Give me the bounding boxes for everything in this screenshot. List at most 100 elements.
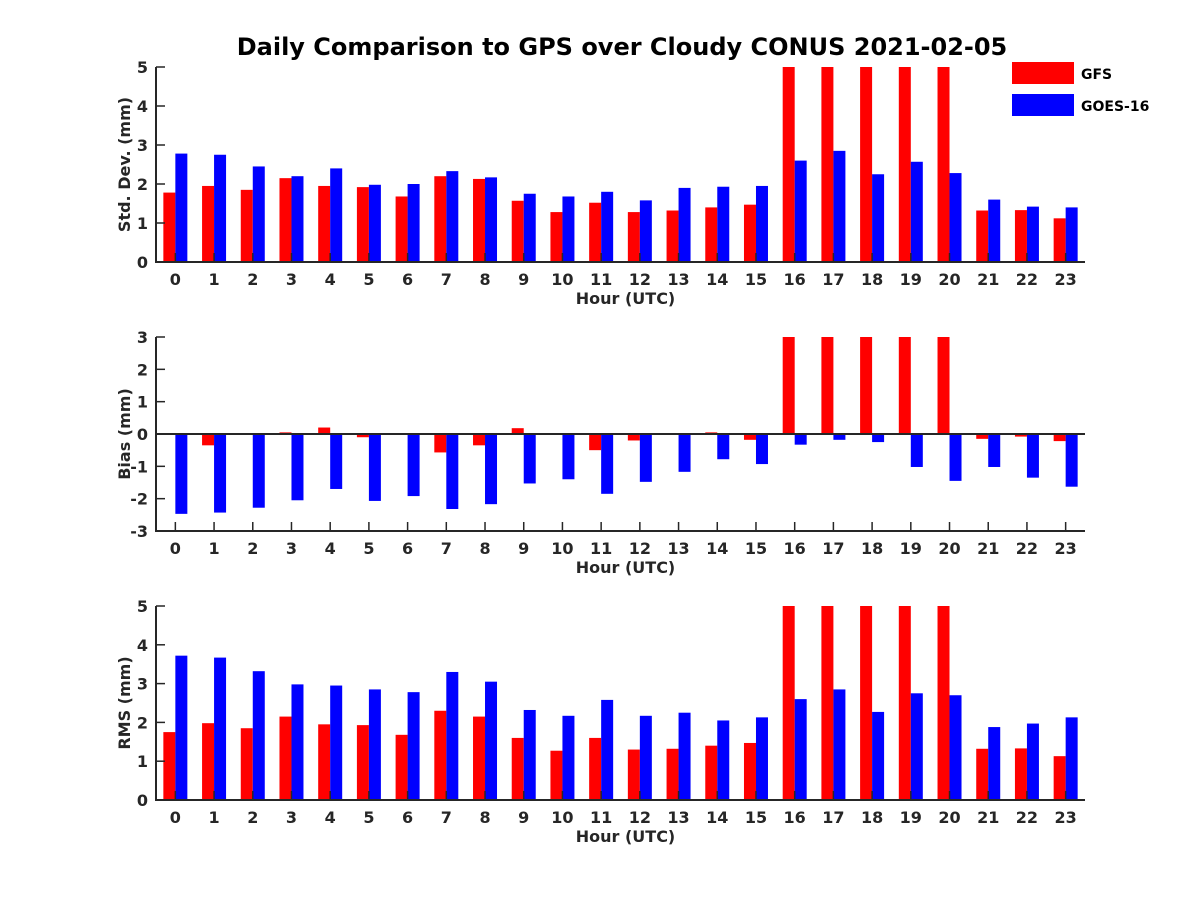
x-tick-label: 17 [822,270,844,289]
bar-gfs-23 [1053,434,1066,442]
bar-gfs-4 [318,185,331,262]
x-tick-label: 23 [1055,539,1077,558]
x-tick-label: 1 [208,270,219,289]
bar-gfs-18 [860,337,873,434]
y-tick-label: 0 [137,791,148,810]
x-tick-label: 14 [706,808,728,827]
bar-gfs-14 [705,207,718,262]
bar-goes-16-1 [214,657,227,800]
x-tick-label: 7 [441,270,452,289]
x-tick-label: 13 [667,270,689,289]
x-tick-label: 22 [1016,808,1038,827]
bar-gfs-20 [937,337,950,434]
bar-gfs-7 [434,434,447,453]
x-tick-label: 19 [900,270,922,289]
bar-goes-16-2 [252,671,265,800]
bar-goes-16-14 [717,720,730,800]
bar-gfs-13 [666,748,679,800]
x-tick-label: 23 [1055,808,1077,827]
x-tick-label: 4 [325,808,336,827]
x-tick-label: 16 [784,539,806,558]
bar-goes-16-4 [330,168,343,262]
y-tick-label: -1 [130,457,148,476]
bar-gfs-1 [202,185,215,262]
x-tick-label: 22 [1016,270,1038,289]
x-tick-label: 16 [784,270,806,289]
bar-goes-16-5 [368,689,381,800]
x-tick-label: 18 [861,270,883,289]
bar-gfs-12 [627,434,640,441]
x-tick-label: 14 [706,270,728,289]
x-tick-label: 20 [938,808,960,827]
bar-gfs-7 [434,710,447,800]
bar-gfs-21 [976,434,989,439]
bar-goes-16-23 [1065,207,1078,262]
x-tick-label: 5 [363,808,374,827]
bar-goes-16-15 [755,434,768,465]
bar-gfs-15 [743,742,756,800]
bar-goes-16-16 [794,160,807,262]
bar-gfs-9 [511,428,524,434]
legend-label: GOES-16 [1081,99,1149,115]
bar-gfs-21 [976,748,989,800]
y-tick-label: 5 [137,58,148,77]
x-tick-label: 0 [170,539,181,558]
bar-goes-16-19 [910,693,923,800]
bar-gfs-3 [279,178,292,262]
y-tick-label: 4 [137,97,148,116]
y-tick-label: -3 [130,522,148,541]
bar-gfs-11 [589,202,602,262]
bar-goes-16-3 [291,176,304,262]
x-tick-label: 23 [1055,270,1077,289]
bar-gfs-16 [782,337,795,434]
bar-gfs-19 [898,337,911,434]
bar-gfs-22 [1014,434,1027,437]
bar-goes-16-19 [910,161,923,262]
x-axis-label: Hour (UTC) [576,827,676,846]
x-tick-label: 10 [551,539,573,558]
bar-goes-16-1 [214,434,227,513]
bar-gfs-22 [1014,210,1027,262]
y-tick-label: 3 [137,328,148,347]
bar-gfs-20 [937,606,950,800]
x-tick-label: 8 [479,808,490,827]
bar-gfs-16 [782,67,795,262]
bar-goes-16-9 [523,193,536,262]
bar-goes-16-17 [833,689,846,800]
x-tick-label: 2 [247,270,258,289]
bar-gfs-17 [821,337,834,434]
x-tick-label: 12 [629,270,651,289]
x-tick-label: 3 [286,270,297,289]
x-tick-label: 0 [170,808,181,827]
legend: GFS GOES-16 [1012,62,1149,116]
bar-goes-16-8 [485,434,498,505]
bar-goes-16-2 [252,166,265,262]
x-tick-label: 6 [402,270,413,289]
bar-goes-16-21 [988,434,1001,467]
bar-gfs-3 [279,716,292,800]
bar-goes-16-18 [872,711,885,800]
y-tick-label: -2 [130,490,148,509]
x-tick-label: 15 [745,539,767,558]
bar-goes-16-14 [717,434,730,460]
bar-gfs-6 [395,196,408,262]
bar-gfs-1 [202,723,215,800]
bar-goes-16-3 [291,684,304,800]
x-tick-label: 13 [667,539,689,558]
bar-gfs-21 [976,210,989,262]
x-tick-label: 6 [402,539,413,558]
bar-goes-16-13 [678,712,691,800]
x-tick-label: 7 [441,808,452,827]
bar-goes-16-1 [214,154,227,262]
y-axis-label: Std. Dev. (mm) [115,97,134,232]
bar-gfs-18 [860,606,873,800]
bar-goes-16-7 [446,671,459,800]
bar-goes-16-17 [833,434,846,440]
legend-label: GFS [1081,67,1112,83]
x-tick-label: 9 [518,808,529,827]
x-tick-label: 11 [590,808,612,827]
bar-goes-16-22 [1026,206,1039,262]
x-tick-label: 5 [363,270,374,289]
